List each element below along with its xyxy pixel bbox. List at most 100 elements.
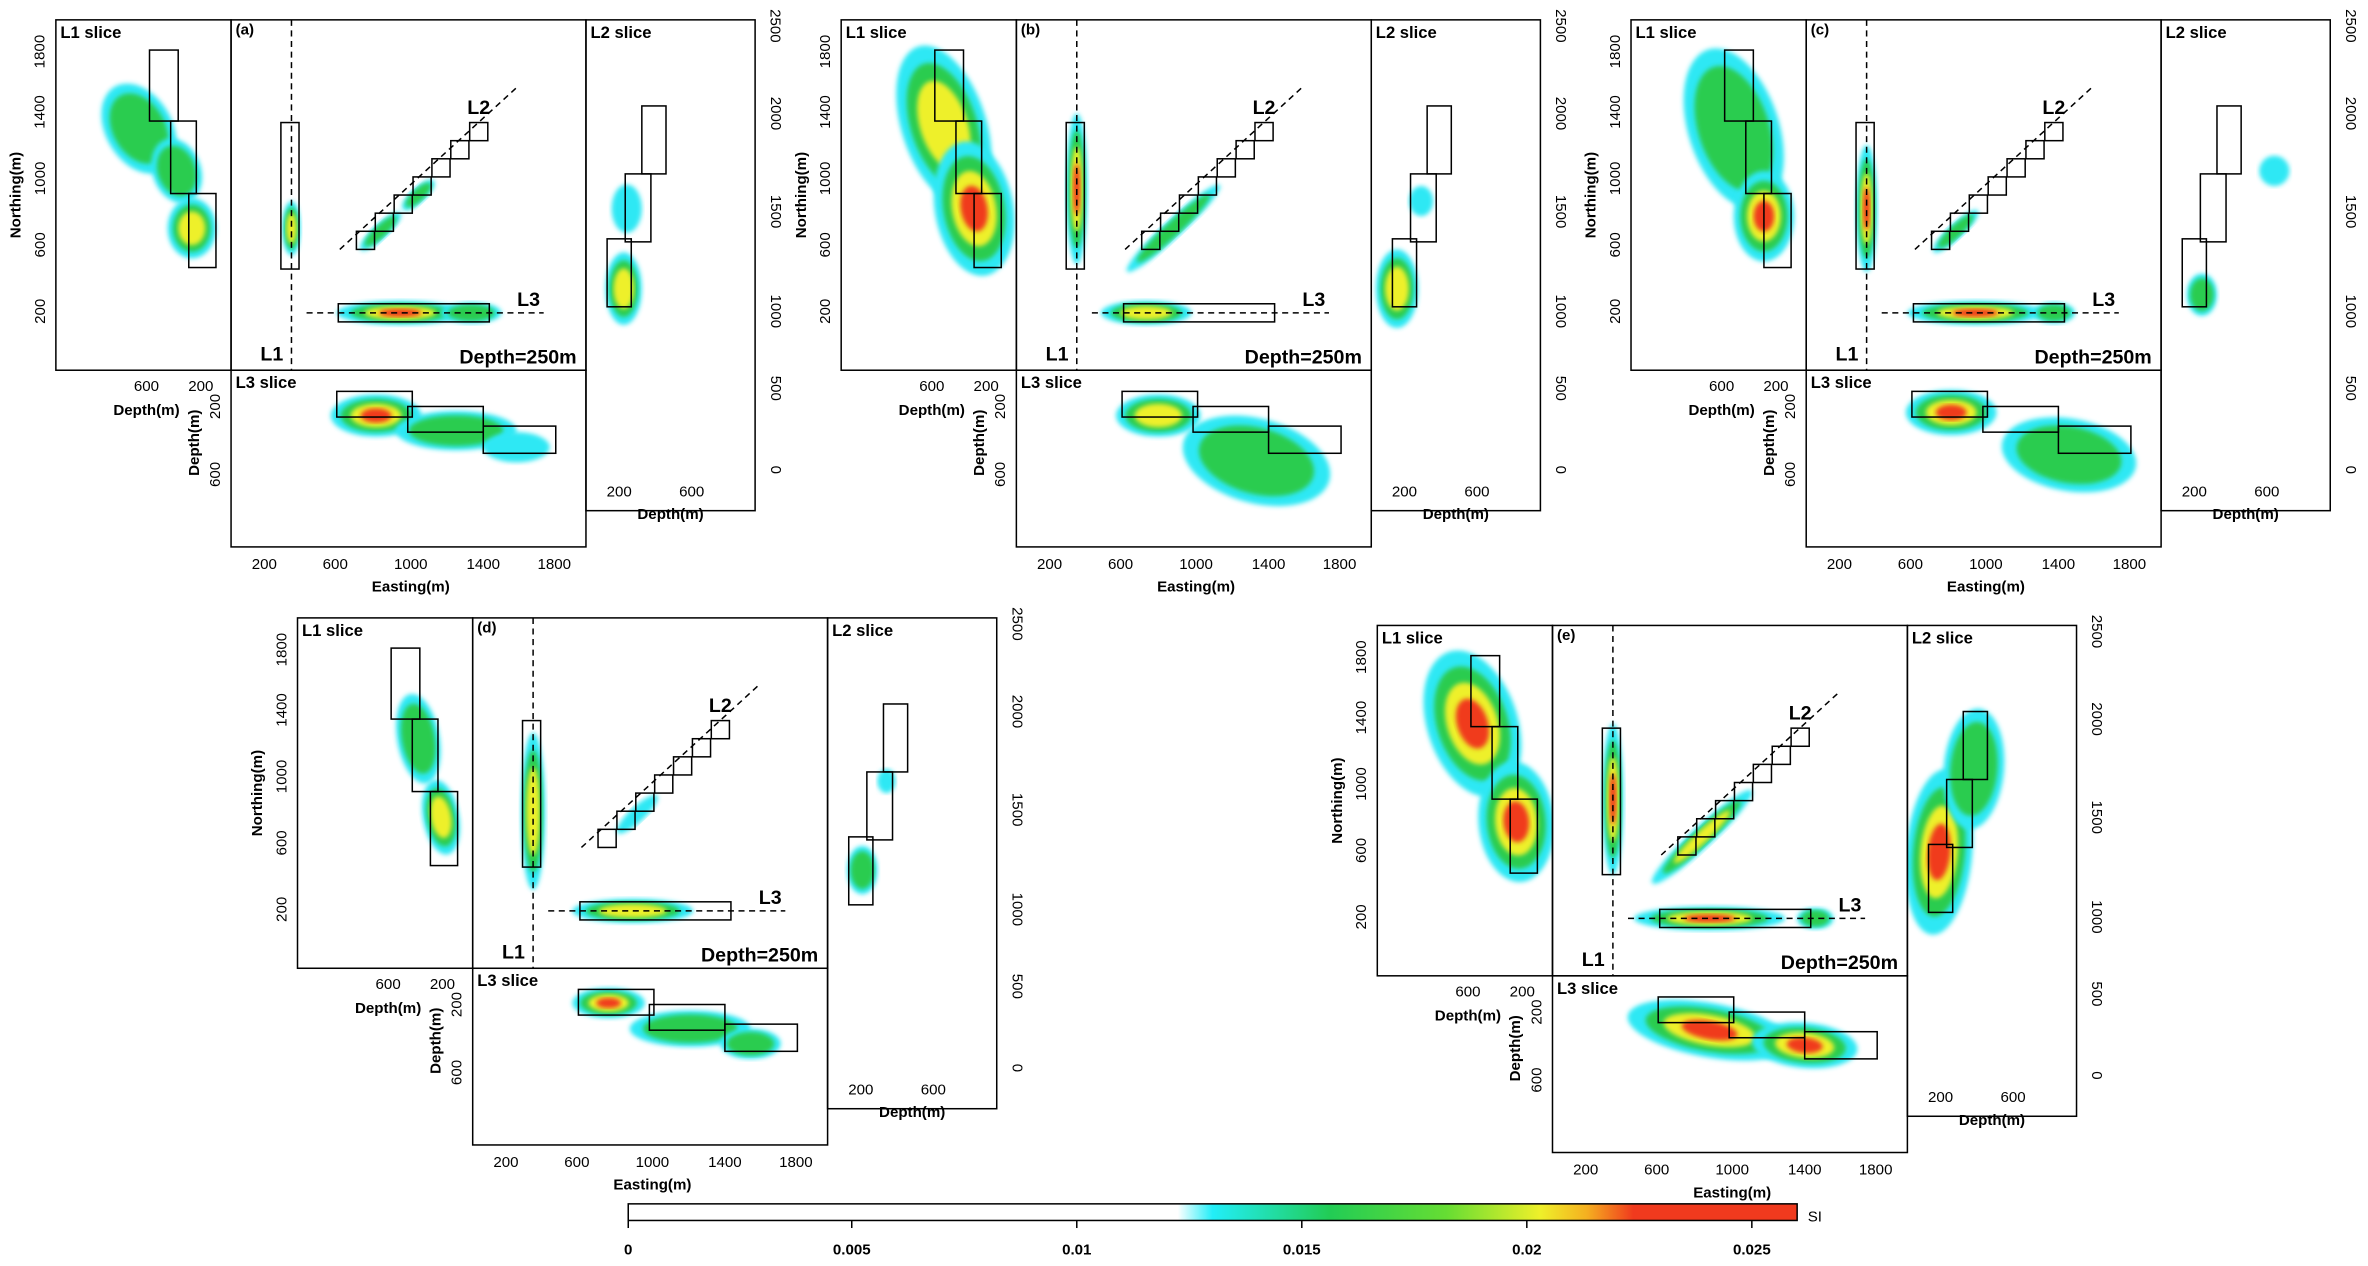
model-box bbox=[1192, 405, 1270, 433]
slice-l2 bbox=[1907, 708, 2005, 935]
model-box bbox=[390, 647, 421, 720]
y-tick-label: 200 bbox=[1528, 999, 1545, 1024]
x-tick-label: 200 bbox=[974, 378, 999, 395]
panel: L1 slice L2 slice L3 slice (a) L1 L2 L3 Depth=2… bbox=[8, 9, 784, 596]
anomaly-blob bbox=[1385, 266, 1409, 311]
y-tick-label: 1500 bbox=[2088, 800, 2105, 834]
axis-title: Depth(m) bbox=[113, 402, 179, 419]
anomaly-blob bbox=[1683, 914, 1736, 923]
anomaly-blob bbox=[1952, 308, 1999, 317]
anomaly-blob bbox=[596, 997, 621, 1009]
x-tick-label: 200 bbox=[252, 556, 277, 573]
x-tick-label: 1000 bbox=[1179, 556, 1213, 573]
slice-frame bbox=[1370, 19, 1542, 512]
anomaly-blob bbox=[1681, 1019, 1738, 1041]
anomaly-blob bbox=[613, 268, 634, 309]
model-box bbox=[2181, 238, 2208, 308]
y-tick-label: 200 bbox=[1353, 904, 1370, 929]
panel-label: (d) bbox=[477, 619, 496, 636]
y-tick-label: 200 bbox=[1782, 394, 1799, 419]
y-tick-label: 1400 bbox=[817, 95, 834, 129]
y-tick-label: 2500 bbox=[2088, 615, 2105, 649]
y-tick-label: 1000 bbox=[817, 162, 834, 196]
anomaly-blob bbox=[1950, 721, 1998, 816]
y-tick-label: 1800 bbox=[817, 35, 834, 69]
slice-frame bbox=[1805, 369, 2162, 548]
y-tick-label: 1000 bbox=[1552, 295, 1569, 329]
y-tick-label: 2000 bbox=[2342, 97, 2359, 131]
x-tick-label: 200 bbox=[1928, 1089, 1953, 1106]
y-tick-label: 600 bbox=[817, 232, 834, 257]
model-box bbox=[468, 121, 489, 142]
model-box bbox=[955, 120, 983, 195]
model-box bbox=[280, 121, 300, 270]
model-box bbox=[2006, 158, 2026, 178]
model-box bbox=[882, 703, 909, 773]
y-tick-label: 600 bbox=[207, 462, 224, 487]
model-box bbox=[648, 1003, 726, 1031]
y-tick-label: 200 bbox=[992, 394, 1009, 419]
profile-label: L1 bbox=[502, 941, 525, 963]
y-tick-label: 2500 bbox=[1008, 607, 1025, 641]
axis-title: Easting(m) bbox=[1693, 1184, 1771, 1201]
slice-title: L2 slice bbox=[2166, 23, 2227, 42]
panel: L1 slice L2 slice L3 slice (c) L1 L2 L3 Depth=2… bbox=[1583, 9, 2359, 596]
x-tick-label: 200 bbox=[188, 378, 213, 395]
y-tick-label: 200 bbox=[273, 897, 290, 922]
panel: L1 slice L2 slice L3 slice (e) L1 L2 L3 Depth=2… bbox=[1329, 615, 2105, 1202]
x-tick-label: 1800 bbox=[1323, 556, 1357, 573]
colorbar-tick-label: 0.025 bbox=[1733, 1242, 1771, 1259]
anomaly-blob bbox=[2190, 278, 2214, 312]
y-tick-label: 0 bbox=[767, 466, 784, 474]
model-box bbox=[691, 737, 712, 758]
model-box bbox=[2025, 139, 2045, 160]
anomaly-blob bbox=[1409, 185, 1434, 217]
anomaly-blob bbox=[616, 794, 658, 834]
anomaly-blob bbox=[1136, 194, 1210, 263]
model-box bbox=[866, 771, 894, 841]
profile-label: L1 bbox=[260, 343, 283, 365]
model-box bbox=[597, 828, 617, 849]
slice-l2 bbox=[605, 184, 642, 325]
model-box bbox=[1197, 176, 1218, 196]
model-box bbox=[521, 719, 542, 868]
anomaly-blob bbox=[850, 851, 875, 889]
anomaly-blob bbox=[877, 768, 896, 794]
panel-label: (b) bbox=[1021, 21, 1040, 38]
axis-title: Depth(m) bbox=[186, 410, 203, 476]
slice-l1 bbox=[1683, 48, 1795, 262]
model-box bbox=[1178, 194, 1199, 214]
model-box bbox=[606, 238, 633, 308]
axis-title: Depth(m) bbox=[971, 410, 988, 476]
y-tick-label: 2000 bbox=[1008, 695, 1025, 729]
model-box bbox=[2216, 105, 2242, 175]
panel-label: (e) bbox=[1557, 627, 1575, 644]
x-tick-label: 600 bbox=[376, 976, 401, 993]
profile-label: L3 bbox=[759, 887, 782, 909]
slice-m bbox=[521, 732, 694, 923]
slice-frame bbox=[2160, 19, 2331, 512]
anomaly-blob bbox=[408, 415, 504, 446]
model-box bbox=[374, 212, 395, 233]
x-tick-label: 1000 bbox=[1715, 1162, 1749, 1179]
y-tick-label: 200 bbox=[207, 394, 224, 419]
y-tick-label: 1800 bbox=[273, 633, 290, 667]
colorbar-tick-label: 0.005 bbox=[833, 1242, 871, 1259]
model-box bbox=[616, 810, 636, 831]
y-tick-label: 600 bbox=[1607, 232, 1624, 257]
axis-title: Easting(m) bbox=[1157, 579, 1235, 596]
slice-l2 bbox=[847, 768, 896, 895]
slice-title: L2 slice bbox=[1912, 628, 1973, 647]
slice-frame bbox=[585, 19, 756, 512]
x-tick-label: 600 bbox=[564, 1154, 589, 1171]
anomaly-blob bbox=[1455, 698, 1490, 749]
model-box bbox=[1771, 745, 1792, 766]
axis-title: Depth(m) bbox=[2213, 506, 2279, 523]
y-tick-label: 1000 bbox=[2088, 900, 2105, 934]
slice-title: L3 slice bbox=[1811, 373, 1872, 392]
axis-title: Northing(m) bbox=[793, 152, 810, 238]
slice-title: L2 slice bbox=[1376, 23, 1437, 42]
slice-l2 bbox=[1375, 185, 1434, 328]
model-box bbox=[1254, 121, 1274, 142]
x-tick-label: 600 bbox=[1898, 556, 1923, 573]
